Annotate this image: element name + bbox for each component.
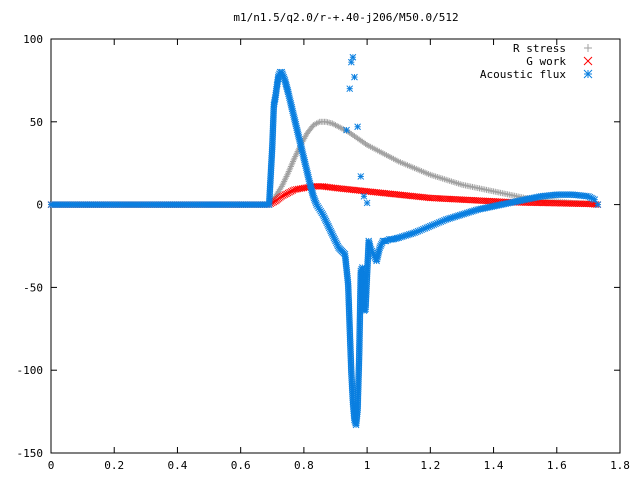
data-point — [279, 192, 287, 199]
data-point — [281, 191, 289, 199]
data-point — [349, 53, 357, 61]
series-r-stress — [48, 118, 601, 208]
x-tick-label: 0.8 — [294, 459, 314, 472]
data-point — [286, 188, 294, 196]
data-point — [351, 73, 358, 81]
plot-marks — [47, 53, 602, 429]
x-tick-label: 1 — [364, 459, 371, 472]
legend-key-r-stress — [584, 44, 592, 52]
legend-key-acoustic-flux — [583, 69, 593, 79]
series-acoustic-flux — [47, 53, 602, 429]
y-tick-label: -50 — [23, 281, 43, 294]
data-point — [278, 192, 286, 200]
data-point — [360, 192, 368, 200]
x-tick-label: 0.6 — [231, 459, 251, 472]
x-tick-label: 1.2 — [420, 459, 440, 472]
legend-label-acoustic-flux: Acoustic flux — [480, 68, 566, 81]
data-point — [357, 173, 365, 180]
legend-marker — [584, 44, 592, 52]
x-tick-label: 1.6 — [547, 459, 567, 472]
y-tick-label: -100 — [17, 364, 44, 377]
legend-label-g-work: G work — [526, 55, 566, 68]
data-point — [284, 189, 292, 197]
chart-title: m1/n1.5/q2.0/r-+.40-j206/M50.0/512 — [233, 11, 458, 24]
data-point — [287, 187, 295, 195]
y-tick-label: 100 — [23, 33, 43, 46]
x-tick-label: 0.2 — [104, 459, 124, 472]
y-tick-label: 50 — [30, 116, 43, 129]
data-point — [343, 126, 350, 134]
plot-frame — [50, 38, 621, 454]
data-point — [363, 199, 371, 207]
data-point — [347, 58, 355, 66]
x-tick-label: 0 — [48, 459, 55, 472]
x-tick-label: 1.4 — [484, 459, 504, 472]
x-tick-label: 1.8 — [610, 459, 630, 472]
data-point — [594, 201, 602, 208]
y-tick-label: -150 — [17, 447, 44, 460]
axes: 0 0.2 0.4 0.6 0.8 1 1.2 1.4 1.6 1.8 100 50 0 -50 -100 -… — [17, 33, 630, 472]
legend-label-r-stress: R stress — [513, 42, 566, 55]
data-point — [354, 123, 361, 131]
data-point — [283, 190, 290, 198]
data-point — [346, 85, 354, 93]
legend-key-g-work — [583, 56, 593, 66]
x-tick-label: 0.4 — [168, 459, 188, 472]
legend-marker — [583, 56, 593, 66]
y-tick-label: 0 — [36, 199, 43, 212]
legend-marker — [583, 69, 593, 79]
data-point — [591, 196, 599, 203]
